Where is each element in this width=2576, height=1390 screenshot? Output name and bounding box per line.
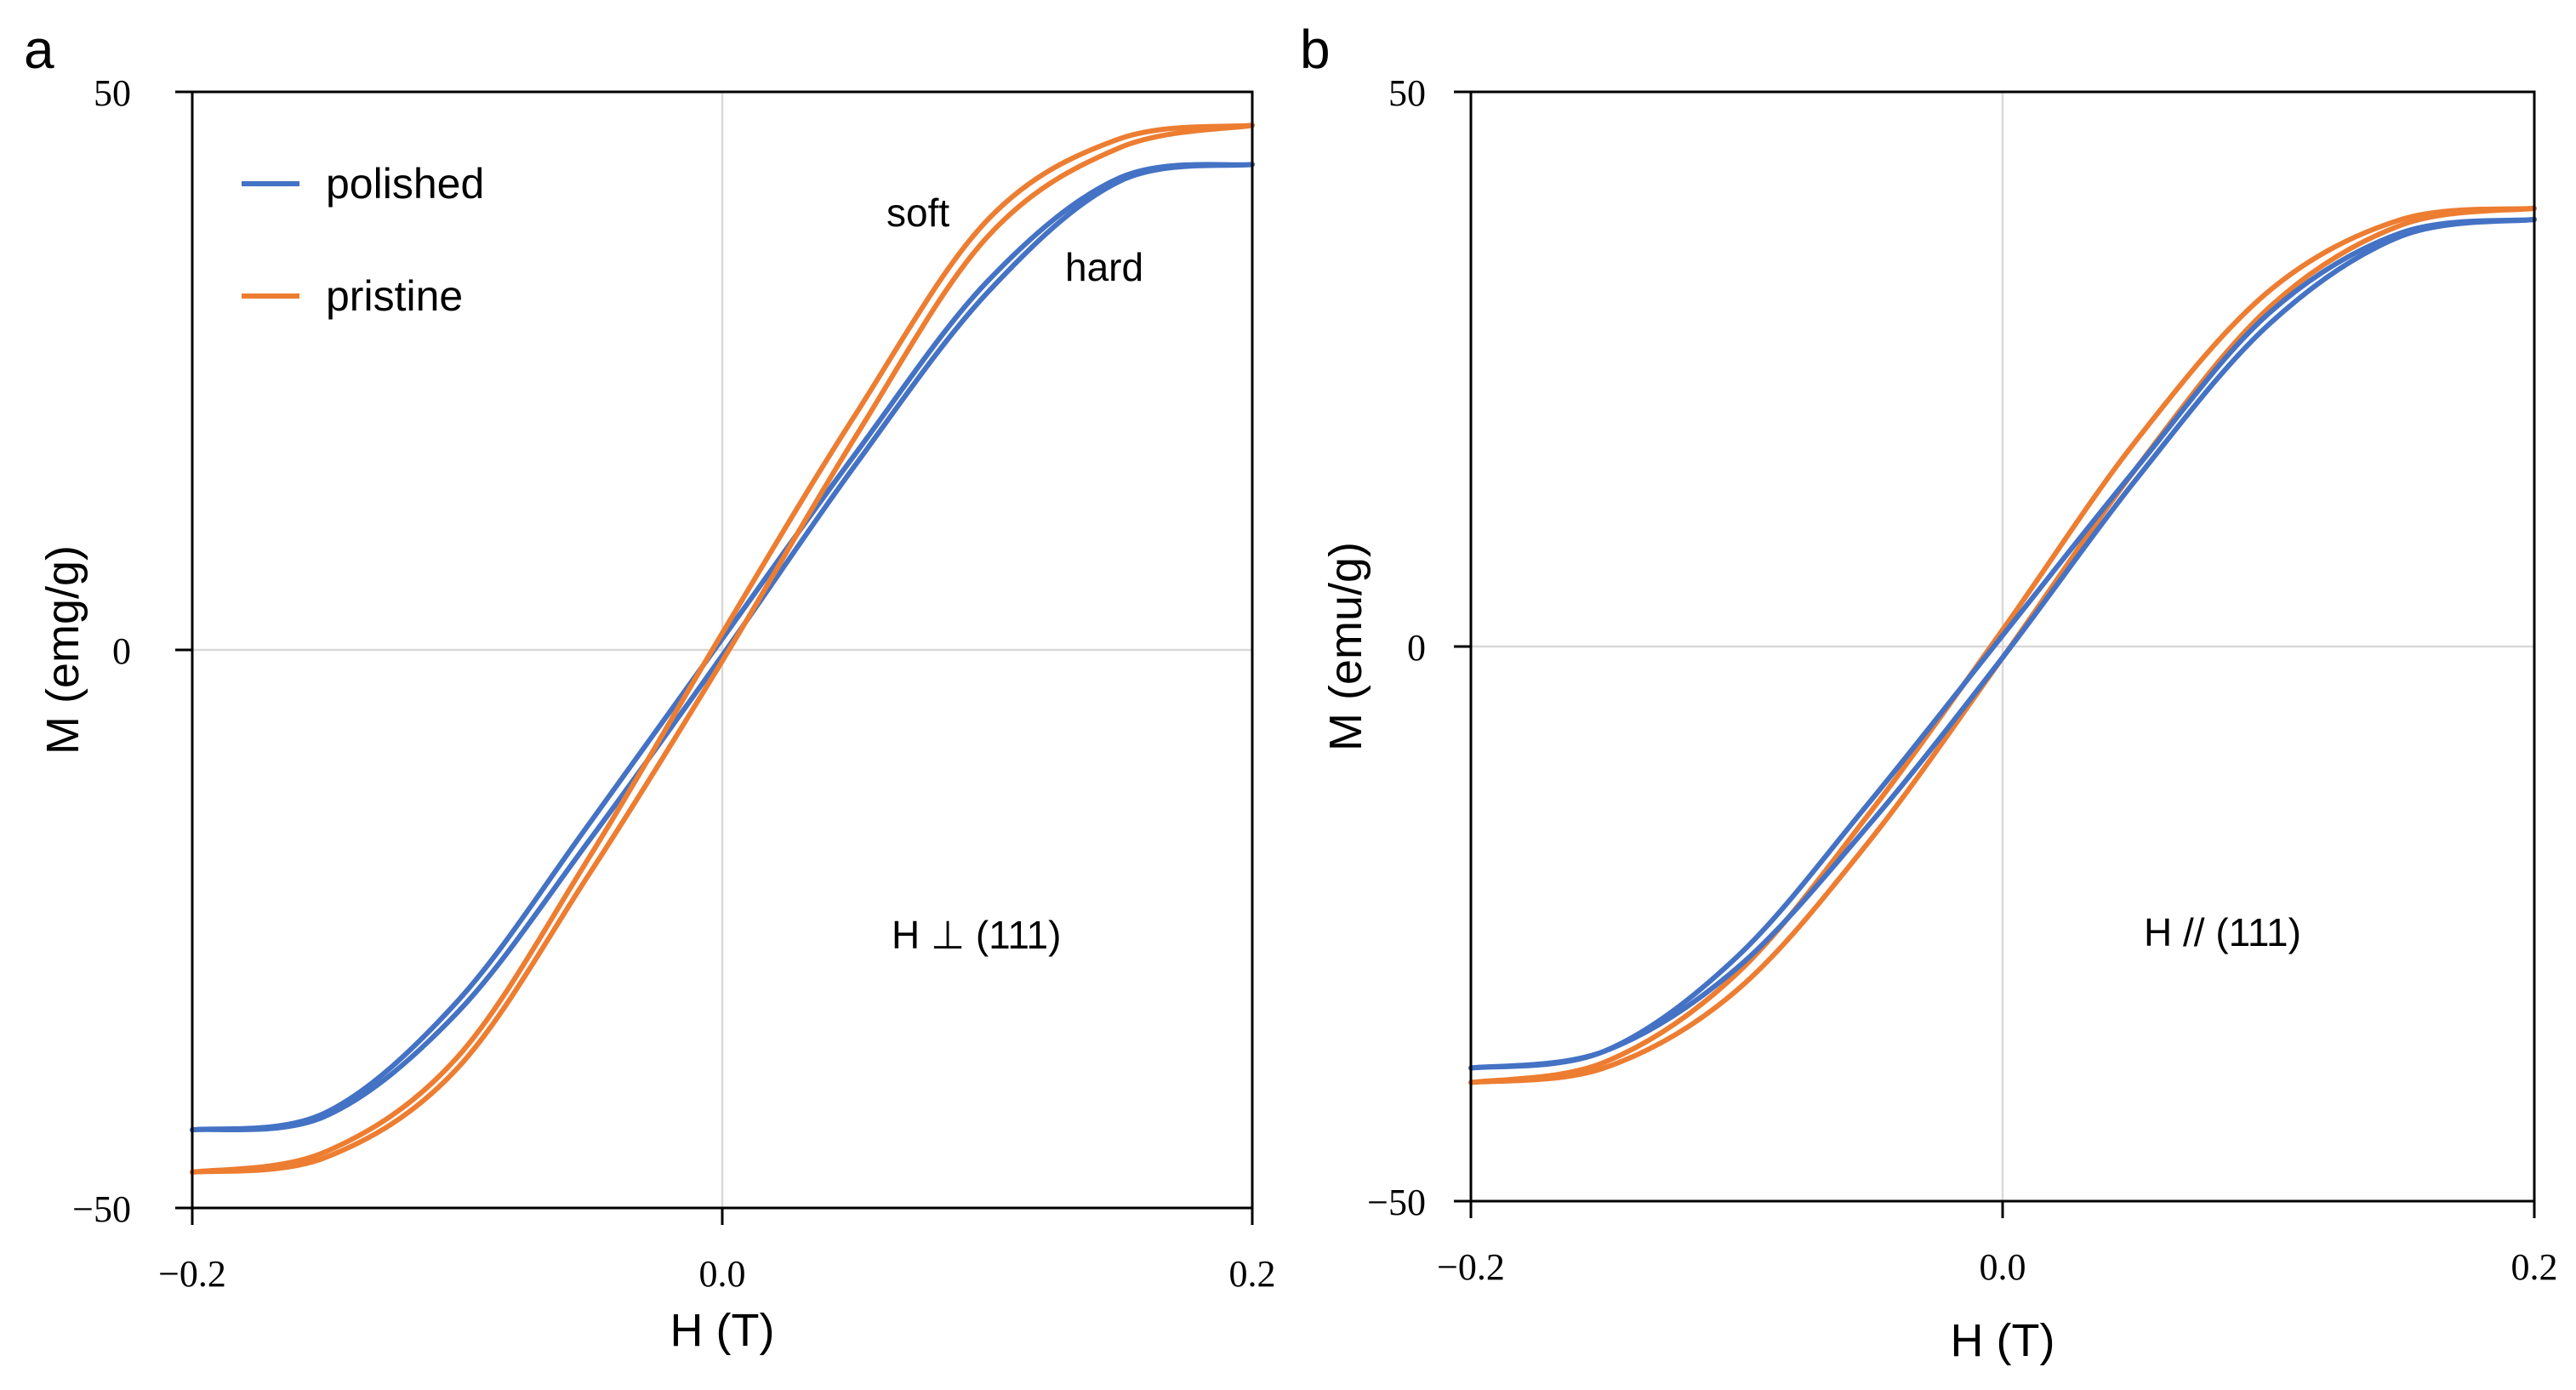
panel-a: a −0.2 0.0 0.2 50 0 −50 H (T) M (emg/g) … [24,19,1276,1356]
panel-a-xtick-label-2: 0.2 [1229,1253,1276,1295]
annotation-soft: soft [886,191,949,235]
panel-b-plot-frame [1469,90,2536,1203]
panel-b: b −0.2 0.0 0.2 50 0 −50 H (T) M (emu/g) … [1300,19,2558,1366]
legend: polished pristine [242,160,484,320]
panel-b-xtick-label-1: 0.0 [1980,1246,2026,1288]
panel-a-pristine-descending-line [190,122,1255,1175]
panel-a-ytick-label-0: 50 [94,72,131,114]
panel-b-polished-descending-line [1468,217,2537,1071]
panel-a-plot-frame [191,90,1254,1210]
panel-a-pristine-ascending-line [190,122,1255,1175]
panel-a-polished-ascending-line [190,162,1255,1133]
panel-a-xtick-label-0: −0.2 [158,1253,226,1295]
panel-b-polished-ascending-line [1468,217,2537,1071]
panel-b-orientation-label: H // (111) [2144,910,2301,954]
panel-b-xtick-label-0: −0.2 [1437,1246,1505,1288]
legend-polished-label: polished [326,160,484,208]
panel-a-y-axis-title: M (emg/g) [37,545,88,755]
panel-a-x-axis-title: H (T) [670,1305,775,1356]
panel-b-ytick-label-0: 50 [1388,72,1426,114]
panel-b-x-axis-title: H (T) [1951,1315,2055,1366]
panel-b-y-axis-title: M (emu/g) [1320,542,1371,751]
panel-a-ytick-label-2: −50 [72,1188,131,1230]
panel-b-ytick-label-2: −50 [1367,1182,1426,1223]
panel-b-label: b [1300,19,1331,80]
panel-a-ytick-label-1: 0 [112,630,131,672]
panel-a-orientation-label: H ⊥ (111) [892,913,1061,957]
panel-a-label: a [24,19,54,80]
panel-a-xtick-label-1: 0.0 [699,1253,746,1295]
annotation-hard: hard [1065,245,1143,289]
panel-b-ytick-label-1: 0 [1407,627,1426,669]
panel-b-xtick-label-2: 0.2 [2511,1246,2558,1288]
panel-a-polished-descending-line [190,162,1255,1133]
panel-b-pristine-ascending-line [1468,205,2537,1085]
legend-pristine-label: pristine [326,272,463,320]
